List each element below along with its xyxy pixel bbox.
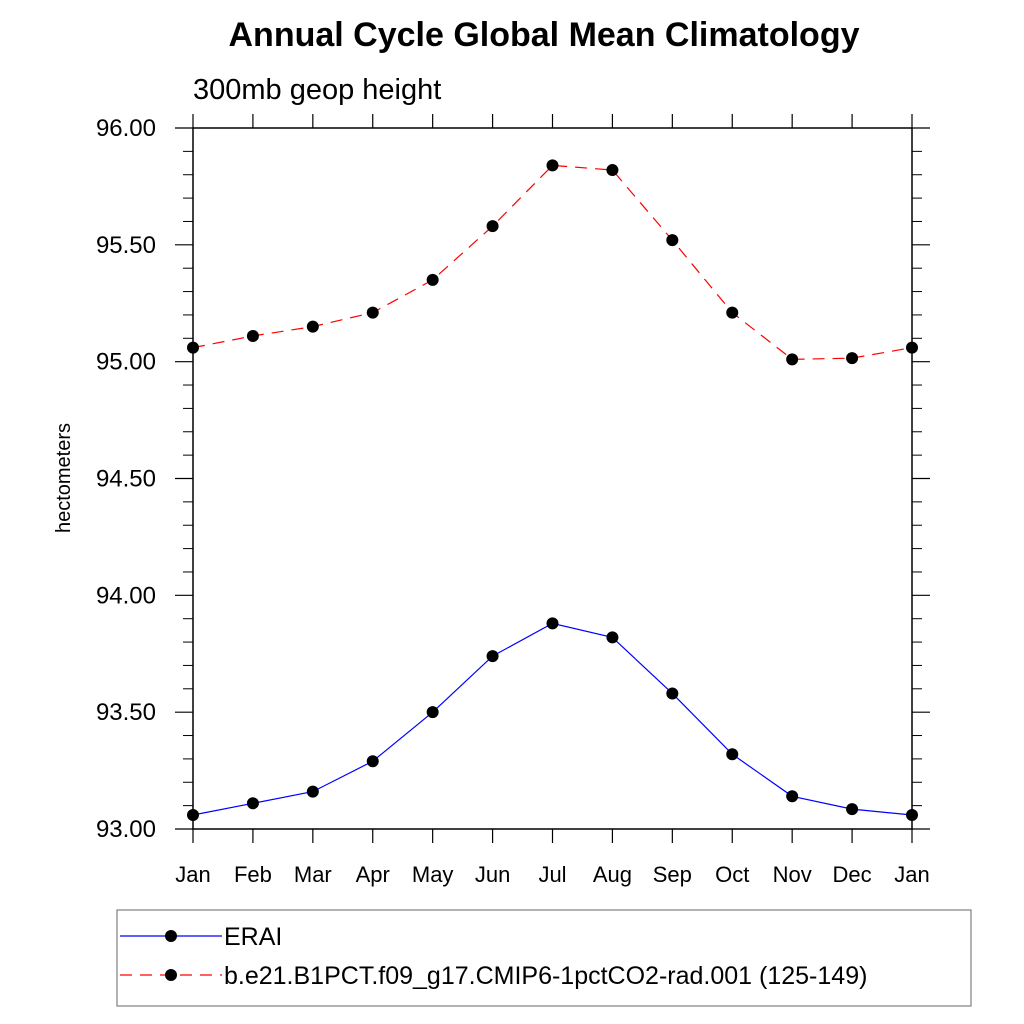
legend: ERAI b.e21.B1PCT.f09_g17.CMIP6-1pctCO2-ra… (120, 923, 867, 990)
data-point-series-2 (726, 306, 739, 319)
data-point-series-2 (306, 320, 319, 333)
data-point-series-2 (187, 341, 199, 354)
x-tick-label: Aug (593, 862, 632, 887)
data-point-series-1 (246, 797, 259, 810)
data-point-series-2 (846, 352, 859, 365)
data-point-series-1 (486, 650, 499, 663)
chart-title: Annual Cycle Global Mean Climatology (229, 16, 860, 54)
y-tick-label: 96.00 (96, 115, 156, 142)
chart-subtitle: 300mb geop height (193, 74, 441, 106)
x-tick-label: Apr (356, 862, 390, 887)
data-point-series-1 (726, 748, 739, 761)
x-tick-label: Sep (653, 862, 692, 887)
plot-frame (192, 127, 913, 830)
data-point-series-1 (187, 808, 199, 821)
legend-marker-1 (165, 930, 177, 942)
x-tick-label: Jan (175, 862, 210, 887)
y-tick-label: 95.50 (96, 232, 156, 259)
legend-label-2: b.e21.B1PCT.f09_g17.CMIP6-1pctCO2-rad.00… (224, 962, 867, 990)
data-point-series-2 (906, 341, 918, 354)
data-point-series-1 (906, 808, 918, 821)
data-point-series-1 (666, 687, 679, 700)
data-point-series-1 (606, 631, 619, 644)
legend-label-1: ERAI (224, 923, 282, 951)
data-point-series-1 (846, 803, 859, 816)
y-tick-label: 93.50 (96, 699, 156, 726)
y-tick-label: 95.00 (96, 349, 156, 376)
x-tick-label: Feb (234, 862, 272, 887)
data-point-series-2 (426, 273, 439, 286)
data-point-series-2 (246, 329, 259, 342)
data-point-series-2 (666, 234, 679, 247)
x-tick-label: Mar (294, 862, 332, 887)
series-line-2 (192, 164, 913, 360)
data-point-series-1 (426, 706, 439, 719)
data-point-series-2 (786, 353, 799, 366)
axes: 93.00 93.50 94.00 94.50 95.00 95.50 96.00 Jan Fe… (96, 114, 930, 887)
x-tick-label: Jun (475, 862, 510, 887)
y-axis-label: hectometers (53, 423, 75, 533)
series-layer (187, 159, 918, 821)
data-point-series-2 (606, 164, 619, 177)
legend-box (116, 909, 972, 1007)
data-point-series-1 (786, 790, 799, 803)
data-point-series-2 (366, 306, 379, 319)
x-tick-label: Nov (773, 862, 812, 887)
series-line-1 (192, 622, 913, 816)
x-tick-label: Jul (538, 862, 566, 887)
x-tick-label: Jan (894, 862, 929, 887)
y-tick-label: 94.50 (96, 466, 156, 493)
x-tick-label: Oct (715, 862, 749, 887)
x-tick-label: Dec (833, 862, 872, 887)
x-tick-label: May (412, 862, 454, 887)
data-point-series-1 (306, 785, 319, 798)
data-point-series-2 (486, 220, 499, 233)
y-tick-label: 94.00 (96, 582, 156, 609)
data-point-series-1 (366, 755, 379, 768)
data-point-series-2 (546, 159, 559, 172)
legend-marker-2 (165, 969, 177, 981)
y-tick-label: 93.00 (96, 816, 156, 843)
data-point-series-1 (546, 617, 559, 630)
